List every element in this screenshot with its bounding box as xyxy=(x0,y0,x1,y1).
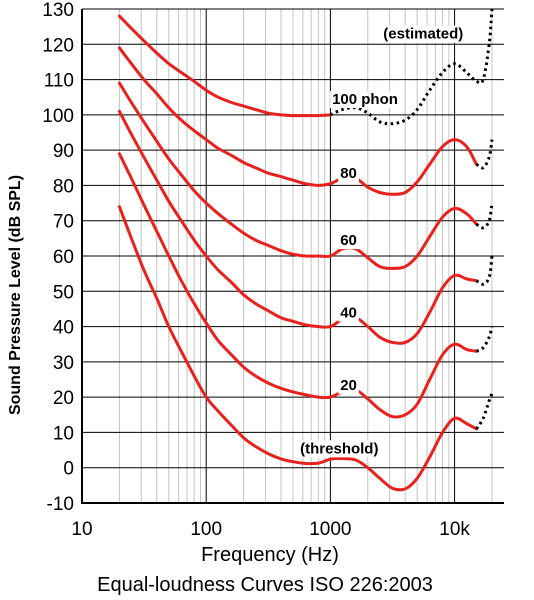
curve-measured-0 xyxy=(117,205,478,492)
annotation-label: 60 xyxy=(340,232,357,249)
annotation-0: (estimated) xyxy=(381,25,466,43)
chart-title: Equal-loudness Curves ISO 226:2003 xyxy=(97,574,433,596)
y-tick-label: 80 xyxy=(53,176,74,197)
annotation-4: 40 xyxy=(338,304,359,322)
y-tick-label: 30 xyxy=(53,353,74,374)
annotation-bg xyxy=(298,440,381,458)
annotation-label: (threshold) xyxy=(300,440,378,457)
curve-estimated-5 xyxy=(329,8,494,126)
curve-measured-4 xyxy=(117,46,478,196)
annotation-label: 40 xyxy=(340,304,357,321)
annotation-label: 100 phon xyxy=(332,91,398,108)
curves xyxy=(117,8,494,492)
curve-estimated-3 xyxy=(475,202,494,230)
y-axis-label: Sound Pressure Level (dB SPL) xyxy=(7,175,24,415)
y-tick-label: 60 xyxy=(53,247,74,268)
x-axis-label: Frequency (Hz) xyxy=(201,544,339,566)
curve-measured-5 xyxy=(117,14,332,118)
annotation-bg xyxy=(338,304,359,322)
annotation-bg xyxy=(338,165,359,183)
y-tick-label: 40 xyxy=(53,318,74,339)
annotation-3: 60 xyxy=(338,232,359,250)
annotation-label: (estimated) xyxy=(383,26,463,43)
annotation-label: 80 xyxy=(340,165,357,182)
annotation-5: 20 xyxy=(338,376,359,394)
annotation-1: 100 phon xyxy=(330,90,400,108)
annotation-2: 80 xyxy=(338,165,359,183)
curve-measured-1 xyxy=(117,152,478,419)
annotations: (estimated) 100 phon 80 60 40 20 (threshold) xyxy=(298,25,466,458)
annotation-label: 20 xyxy=(340,377,357,394)
y-tick-label: 0 xyxy=(63,459,74,480)
annotation-6: (threshold) xyxy=(298,440,381,458)
y-tick-label: 110 xyxy=(44,71,74,92)
x-tick-label: 10k xyxy=(439,519,470,540)
curve-measured-3 xyxy=(117,81,478,270)
y-tick-label: 70 xyxy=(53,212,74,233)
curve-estimated-0 xyxy=(475,393,494,430)
y-tick-label: 130 xyxy=(42,0,74,21)
y-tick-label: 10 xyxy=(53,423,74,444)
x-tick-label: 100 xyxy=(190,519,222,540)
y-tick-label: 20 xyxy=(53,388,74,409)
y-tick-label: 90 xyxy=(53,141,74,162)
x-tick-label: 10 xyxy=(71,519,92,540)
annotation-bg xyxy=(338,232,359,250)
curve-estimated-1 xyxy=(475,326,494,353)
y-tick-label: 50 xyxy=(53,282,74,303)
x-tick-label: 1000 xyxy=(309,519,351,540)
annotation-bg xyxy=(338,376,359,394)
y-tick-label: 120 xyxy=(42,35,74,56)
y-tick-label: 100 xyxy=(42,106,74,127)
annotation-bg xyxy=(381,25,466,43)
curve-estimated-4 xyxy=(475,139,494,170)
annotation-bg xyxy=(330,90,400,108)
curve-measured-2 xyxy=(117,109,478,345)
axes: -10 0 10 20 30 40 50 60 70 80 90 100 110 120 130 10 100 1… xyxy=(42,0,504,540)
curve-estimated-2 xyxy=(475,255,494,286)
y-tick-label: -10 xyxy=(47,494,74,515)
